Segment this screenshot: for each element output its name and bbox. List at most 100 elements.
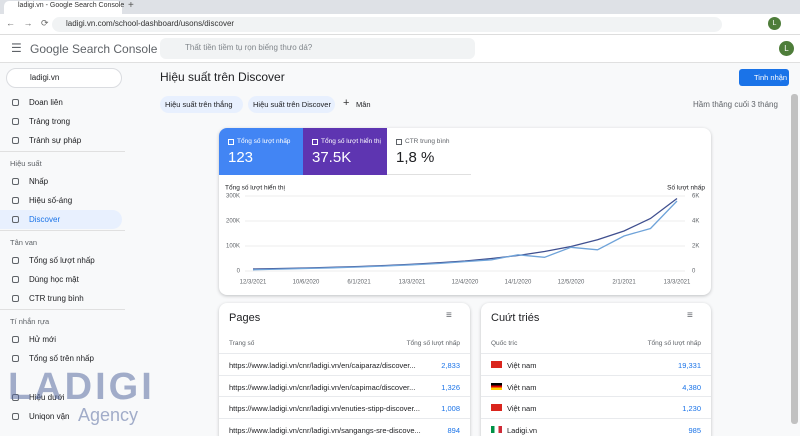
row-label[interactable]: https://www.ladigi.vn/cnr/ladigi.vn/en/c… [229, 361, 416, 370]
performance-chart: Tổng số lượt hiển thị Số lượt nhấp 0 100K 20… [225, 183, 705, 286]
export-button[interactable] [739, 69, 789, 86]
y2-tick-label: 4K [692, 219, 699, 225]
flag [491, 361, 502, 368]
nav-item[interactable]: Tổng số trên nhấp [29, 354, 94, 363]
metric-label: Tổng số lượt nhấp [237, 138, 291, 145]
row-divider [219, 353, 470, 354]
metric-tile[interactable] [387, 128, 471, 175]
section-title: Hiệu suất [10, 159, 42, 168]
column-header: Tổng số lượt nhấp [406, 340, 460, 347]
nav-icon [12, 355, 19, 362]
search-box[interactable] [160, 38, 475, 59]
nav-item[interactable]: Hiệu số-áng [29, 196, 73, 205]
flag [491, 404, 502, 411]
section-title: Tí nhắn rựa [10, 317, 50, 326]
row-divider [219, 417, 470, 419]
nav-item[interactable]: Tổng số lượt nhấp [29, 256, 95, 265]
row-label[interactable]: https://www.ladigi.vn/cnr/ladigi.vn/enut… [229, 404, 420, 413]
x-tick-label: 12/5/2020 [558, 280, 585, 286]
filter-chip[interactable] [160, 96, 243, 113]
nav-icon [12, 216, 19, 223]
row-value: 19,331 [678, 361, 701, 370]
url: ladigi.vn.com/school-dashboard/usons/dis… [66, 19, 235, 28]
product-name: Google Search Console [30, 42, 158, 56]
divider [0, 230, 125, 231]
section-title: Tân van [10, 238, 38, 247]
new-tab[interactable]: + [128, 0, 134, 11]
column-header: Tổng số lượt nhấp [647, 340, 701, 347]
property-name: ladigi.vn [30, 73, 60, 82]
x-tick-label: 12/3/2021 [240, 280, 267, 286]
tab-bar [0, 0, 800, 14]
nav-item[interactable]: Nhấp [29, 177, 49, 186]
url-bar [52, 17, 722, 32]
x-tick-label: 12/4/2020 [452, 280, 479, 286]
row-label[interactable]: Việt nam [507, 361, 537, 370]
row-label[interactable]: https://www.ladigi.vn/cnr/ladigi.vn/en/c… [229, 382, 416, 392]
nav-item[interactable]: Hử mới [29, 335, 57, 344]
series-line [252, 200, 678, 271]
y2-tick-label: 6K [692, 194, 699, 200]
filter-icon[interactable]: ≡ [687, 310, 693, 321]
nav-icon [12, 257, 19, 264]
nav-item[interactable]: CTR trung bình [29, 294, 84, 303]
y-tick-label: 0 [237, 269, 241, 275]
row-value: 1,008 [441, 404, 460, 413]
nav-item[interactable]: Trảng trong [29, 117, 71, 126]
metric-checkbox [312, 139, 318, 145]
nav-buttons[interactable]: ← → ⟳ [6, 18, 52, 28]
divider [0, 151, 125, 152]
nav-icon [12, 197, 19, 204]
metric-label: CTR trung bình [405, 138, 450, 145]
menu-icon[interactable]: ☰ [11, 41, 22, 55]
row-label[interactable]: https://www.ladigi.vn/cnr/ladigi.vn/sang… [229, 425, 421, 435]
watermark-brand: LADIGI [8, 366, 155, 408]
row-label[interactable]: Ladigi.vn [507, 425, 538, 435]
nav-item[interactable]: Doan liên [29, 98, 63, 107]
nav-item[interactable]: Dùng học mật [29, 275, 79, 284]
tab [4, 1, 122, 14]
filter-chip[interactable] [248, 96, 335, 113]
x-tick-label: 14/1/2020 [505, 280, 532, 286]
filter-icon[interactable]: ≡ [446, 310, 452, 321]
filter-label: Hiệu suất trên thắng [165, 100, 233, 109]
table-title: Pages [229, 312, 261, 324]
row-label[interactable]: Việt nam [507, 382, 537, 392]
metric-value: 123 [228, 149, 254, 166]
nav-icon [12, 336, 19, 343]
nav-icon [12, 178, 19, 185]
date-range[interactable]: Hầm thăng cuối 3 tháng [693, 100, 778, 109]
metric-tile[interactable] [219, 128, 303, 175]
y-tick-label: 100K [226, 244, 240, 250]
header-avatar[interactable]: L [779, 41, 794, 56]
y2-tick-label: 2K [692, 244, 699, 250]
nav-item[interactable]: Uniqon vận [29, 412, 70, 421]
export-label: Tinh nhận [754, 73, 788, 82]
flag [491, 425, 502, 433]
x-tick-label: 6/1/2021 [347, 280, 371, 286]
nav-icon [12, 394, 19, 401]
row-value: 1,326 [441, 382, 460, 392]
metric-value: 1,8 % [396, 149, 435, 166]
page-title: Hiệu suất trên Discover [160, 70, 285, 84]
watermark-tagline: Agency [78, 405, 139, 425]
row-value: 4,380 [682, 382, 701, 392]
y-tick-label: 200K [226, 219, 240, 225]
property-select[interactable] [6, 68, 122, 88]
column-header: Quốc tríc [491, 340, 518, 347]
add-filter: Mân [356, 100, 371, 109]
row-divider [219, 396, 470, 397]
row-label[interactable]: Việt nam [507, 404, 537, 413]
nav-item[interactable]: Hiệu dưới [29, 393, 65, 402]
nav-item[interactable]: Trảnh sự pháp [29, 136, 82, 145]
metric-tile[interactable] [303, 128, 387, 175]
x-tick-label: 13/3/2021 [664, 280, 691, 286]
table-card [481, 303, 711, 436]
y-axis-title: Tổng số lượt hiển thị [225, 183, 285, 192]
table-card [219, 303, 470, 436]
y-tick-label: 300K [226, 194, 240, 200]
row-value: 2,833 [441, 361, 460, 370]
add-filter-icon[interactable]: + [343, 97, 350, 109]
nav-item[interactable]: Discover [29, 215, 61, 224]
